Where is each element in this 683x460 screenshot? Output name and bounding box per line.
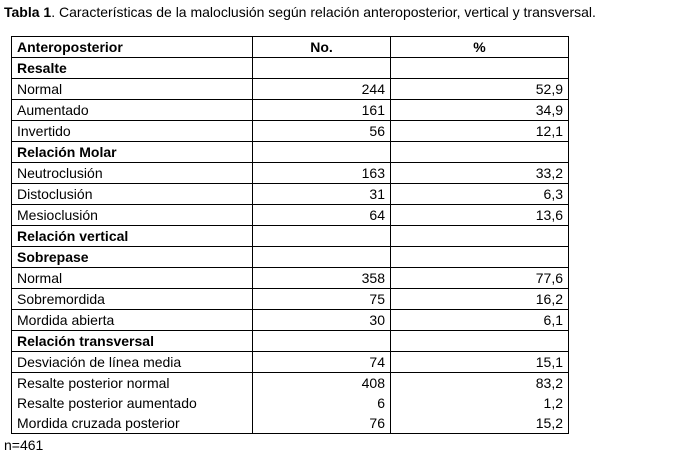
table-row: Normal 358 77,6 <box>11 267 569 289</box>
empty-cell <box>252 330 391 352</box>
row-percent: 6,1 <box>390 309 569 331</box>
row-percent: 83,2 <box>390 372 569 393</box>
section-row: Resalte <box>11 57 569 79</box>
row-percent: 52,9 <box>390 78 569 100</box>
row-percent: 13,6 <box>390 204 569 226</box>
row-count: 31 <box>252 183 391 205</box>
caption-text: . Características de la maloclusión segú… <box>51 4 596 20</box>
row-count: 64 <box>252 204 391 226</box>
row-count: 75 <box>252 288 391 310</box>
table-row: Resalte posterior aumentado 6 1,2 <box>11 393 569 413</box>
header-no: No. <box>252 36 391 58</box>
row-count: 163 <box>252 162 391 184</box>
table-row: Resalte posterior normal 408 83,2 <box>11 372 569 393</box>
section-label: Sobrepase <box>11 246 253 268</box>
footnote: n=461 <box>4 437 44 453</box>
header-percent: % <box>390 36 569 58</box>
header-anteroposterior: Anteroposterior <box>11 36 253 58</box>
table-row: Mordida cruzada posterior 76 15,2 <box>11 413 569 434</box>
table-caption: Tabla 1. Características de la maloclusi… <box>4 4 596 20</box>
section-row: Relación vertical <box>11 225 569 247</box>
row-count: 6 <box>252 393 391 413</box>
row-label: Invertido <box>11 120 253 142</box>
row-percent: 12,1 <box>390 120 569 142</box>
table-row: Sobremordida 75 16,2 <box>11 288 569 310</box>
table-row: Neutroclusión 163 33,2 <box>11 162 569 184</box>
row-count: 244 <box>252 78 391 100</box>
row-count: 358 <box>252 267 391 289</box>
row-percent: 33,2 <box>390 162 569 184</box>
row-percent: 1,2 <box>390 393 569 413</box>
row-percent: 34,9 <box>390 99 569 121</box>
row-label: Resalte posterior aumentado <box>11 393 253 413</box>
section-label: Relación transversal <box>11 330 253 352</box>
table-row: Mesioclusión 64 13,6 <box>11 204 569 226</box>
row-label: Neutroclusión <box>11 162 253 184</box>
empty-cell <box>390 141 569 163</box>
row-count: 408 <box>252 372 391 393</box>
row-percent: 15,2 <box>390 413 569 434</box>
row-label: Mordida cruzada posterior <box>11 413 253 434</box>
empty-cell <box>252 57 391 79</box>
row-label: Resalte posterior normal <box>11 372 253 393</box>
section-row: Relación Molar <box>11 141 569 163</box>
empty-cell <box>390 57 569 79</box>
row-count: 74 <box>252 351 391 373</box>
section-row: Sobrepase <box>11 246 569 268</box>
empty-cell <box>252 141 391 163</box>
table-row: Desviación de línea media 74 15,1 <box>11 351 569 373</box>
section-row: Relación transversal <box>11 330 569 352</box>
row-count: 56 <box>252 120 391 142</box>
table-row: Mordida abierta 30 6,1 <box>11 309 569 331</box>
row-label: Sobremordida <box>11 288 253 310</box>
row-percent: 16,2 <box>390 288 569 310</box>
caption-label: Tabla 1 <box>4 4 52 20</box>
row-count: 161 <box>252 99 391 121</box>
row-percent: 6,3 <box>390 183 569 205</box>
row-label: Aumentado <box>11 99 253 121</box>
row-percent: 15,1 <box>390 351 569 373</box>
table-header-row: Anteroposterior No. % <box>11 36 569 58</box>
empty-cell <box>252 246 391 268</box>
table-row: Invertido 56 12,1 <box>11 120 569 142</box>
empty-cell <box>390 225 569 247</box>
section-label: Resalte <box>11 57 253 79</box>
row-label: Desviación de línea media <box>11 351 253 373</box>
malocclusion-table: Anteroposterior No. % Resalte Normal 244 52… <box>11 36 569 434</box>
section-label: Relación Molar <box>11 141 253 163</box>
section-label: Relación vertical <box>11 225 253 247</box>
table-row: Distoclusión 31 6,3 <box>11 183 569 205</box>
table-row: Aumentado 161 34,9 <box>11 99 569 121</box>
row-count: 30 <box>252 309 391 331</box>
row-count: 76 <box>252 413 391 434</box>
row-label: Normal <box>11 78 253 100</box>
row-percent: 77,6 <box>390 267 569 289</box>
row-label: Mordida abierta <box>11 309 253 331</box>
table-body: Resalte Normal 244 52,9 Aumentado 161 34,9 Inve… <box>11 57 569 434</box>
empty-cell <box>252 225 391 247</box>
row-label: Mesioclusión <box>11 204 253 226</box>
row-label: Distoclusión <box>11 183 253 205</box>
row-label: Normal <box>11 267 253 289</box>
table-row: Normal 244 52,9 <box>11 78 569 100</box>
empty-cell <box>390 330 569 352</box>
empty-cell <box>390 246 569 268</box>
